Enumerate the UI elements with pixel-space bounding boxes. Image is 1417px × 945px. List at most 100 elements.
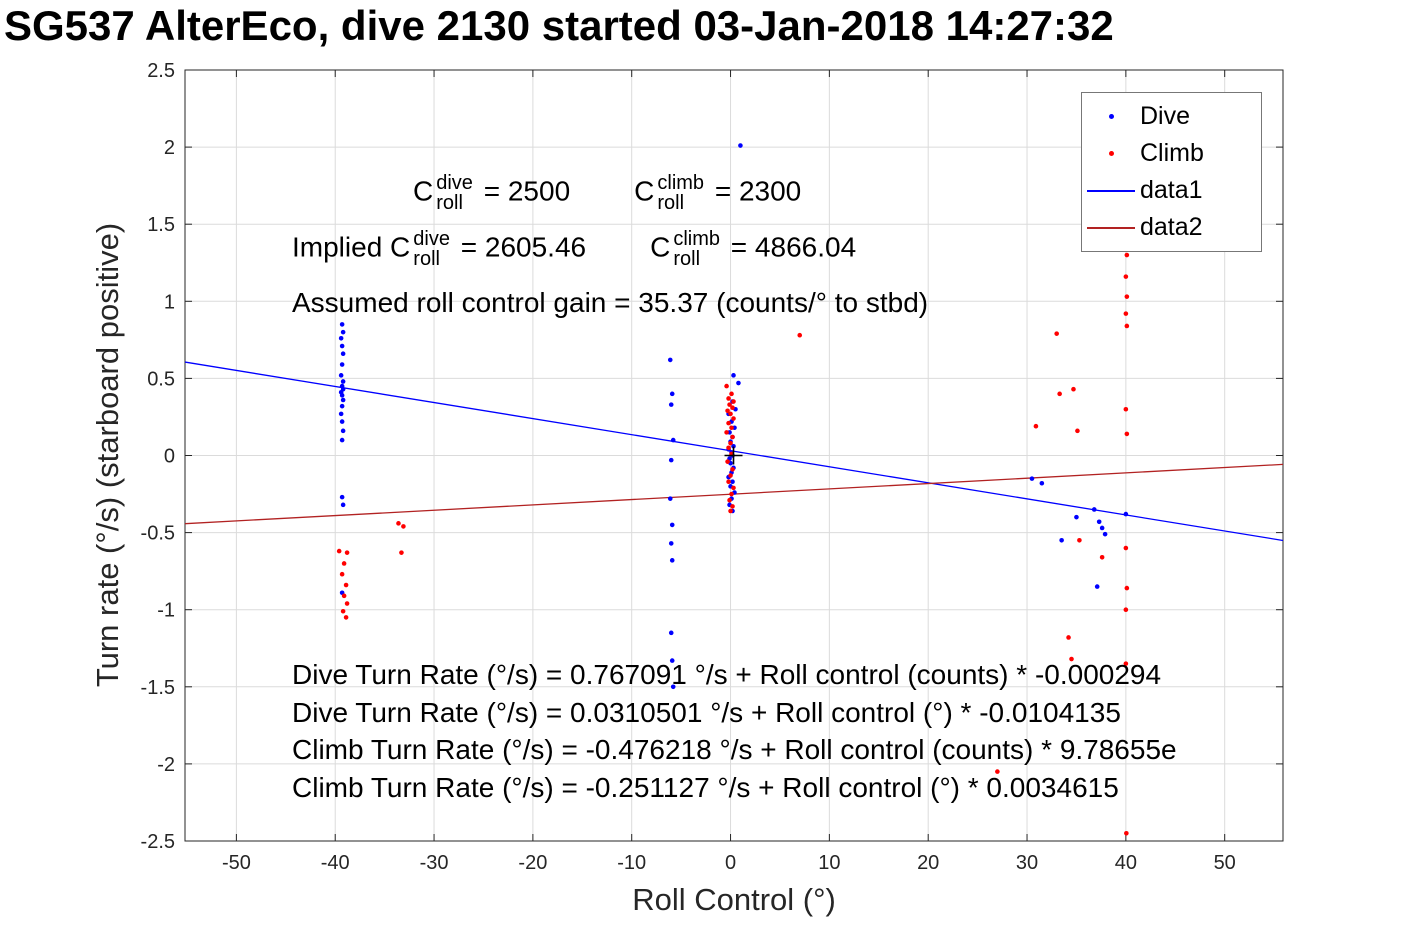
climb-data-point	[726, 445, 731, 451]
climb-data-point	[726, 479, 731, 485]
dive-data-point	[668, 402, 674, 407]
climb-data-point	[339, 571, 345, 577]
climb-data-point	[1123, 311, 1129, 316]
legend: Dive Climb data1 data2	[1081, 92, 1262, 252]
dive-data-point	[1094, 584, 1100, 589]
dive-data-point	[340, 351, 346, 357]
c-base: C	[634, 175, 655, 207]
gain-annotation: Assumed roll control gain = 35.37 (count…	[292, 287, 929, 318]
climb-data-point	[1124, 830, 1129, 836]
dive-data-point	[339, 343, 345, 349]
supsub: climb roll	[657, 173, 704, 213]
climb-data-point	[401, 524, 406, 529]
climb-data-point	[1123, 406, 1129, 412]
dive-data-point	[669, 558, 675, 563]
x-tick-label: -50	[222, 852, 251, 874]
dive-data-point	[339, 322, 345, 327]
y-tick-label: -2.5	[141, 831, 175, 853]
supsub: dive roll	[413, 229, 450, 269]
legend-label-data2: data2	[1140, 213, 1203, 241]
c-base: C	[390, 231, 411, 263]
y-tick-label: -1.5	[141, 677, 175, 699]
dive-data-point	[338, 336, 344, 341]
x-tick-label: 10	[818, 852, 840, 874]
climb-data-point	[1123, 607, 1129, 612]
c-base: C	[650, 231, 671, 263]
legend-label-climb: Climb	[1140, 139, 1204, 167]
dive-marker-swatch	[1082, 114, 1140, 119]
climb-data-point	[1123, 545, 1129, 551]
dive-fit-equation-degrees: Dive Turn Rate (°/s) = 0.0310501 °/s + R…	[292, 697, 1121, 728]
data1-line-icon	[1087, 189, 1135, 192]
dive-data-point	[339, 403, 345, 409]
supsub: dive roll	[436, 173, 473, 213]
climb-data-point	[1069, 656, 1074, 662]
climb-data-point	[731, 399, 736, 404]
dive-fit-equation-counts: Dive Turn Rate (°/s) = 0.767091 °/s + Ro…	[292, 659, 1162, 690]
legend-label-data1: data1	[1140, 176, 1203, 204]
y-axis-label: Turn rate (°/s) (starboard positive)	[90, 222, 125, 688]
dive-data-point	[731, 443, 736, 449]
climb-data-point	[729, 425, 734, 431]
equals-value: = 2500	[475, 175, 571, 207]
implied-prefix: Implied	[292, 231, 391, 263]
dive-data-point	[730, 479, 735, 485]
dive-data-point	[731, 373, 736, 378]
dive-data-point	[668, 541, 674, 546]
x-tick-label: 0	[725, 852, 736, 874]
climb-data-point	[344, 550, 350, 555]
climb-dot-icon	[1108, 151, 1114, 156]
dive-data-point	[338, 373, 344, 378]
climb-data-point	[1057, 391, 1062, 397]
climb-data-point	[1124, 252, 1130, 258]
dive-data-point	[339, 437, 345, 443]
dive-data-point	[669, 658, 675, 663]
climb-data-point	[1123, 661, 1129, 666]
dive-data-point	[736, 380, 741, 386]
dive-data-point	[340, 428, 346, 434]
dive-data-point	[338, 411, 344, 417]
superscript: climb	[657, 172, 705, 194]
dive-data-point	[1123, 511, 1129, 517]
climb-data-point	[726, 420, 731, 426]
climb-data-point	[340, 608, 346, 614]
x-tick-label: 20	[917, 852, 939, 874]
y-tick-label: 0.5	[147, 368, 175, 390]
climb-data-point	[725, 408, 730, 414]
y-tick-label: -0.5	[141, 523, 175, 545]
dive-data-point	[1039, 480, 1045, 486]
legend-item-data2: data2	[1082, 209, 1261, 246]
climb-data-point	[995, 769, 1000, 774]
climb-data-point	[731, 416, 736, 421]
dive-data-point	[1096, 519, 1102, 525]
dive-data-point	[668, 630, 674, 636]
dive-data-point	[1074, 514, 1079, 520]
dive-data-point	[667, 496, 673, 501]
dive-data-point	[339, 362, 345, 367]
climb-data-point	[1124, 585, 1130, 591]
climb-marker-swatch	[1082, 151, 1140, 156]
climb-data-point	[730, 504, 735, 509]
climb-data-point	[341, 561, 347, 566]
dive-data-point	[340, 502, 346, 508]
climb-data-point	[727, 497, 732, 503]
climb-data-point	[1075, 428, 1080, 434]
dive-data-point	[667, 357, 673, 363]
climb-data-point	[728, 473, 733, 478]
climb-data-point	[1099, 554, 1105, 560]
superscript: climb	[673, 228, 721, 250]
data2-line-swatch	[1082, 226, 1140, 229]
climb-data-point	[399, 550, 404, 555]
climb-data-point	[1124, 323, 1130, 329]
subscript: roll	[413, 248, 440, 270]
dive-data-point	[669, 391, 675, 397]
legend-item-dive: Dive	[1082, 98, 1261, 135]
y-tick-label: -2	[157, 754, 175, 776]
climb-data-point	[730, 405, 735, 410]
subscript: roll	[436, 192, 463, 214]
x-tick-label: -40	[321, 852, 350, 874]
climb-data-point	[797, 332, 803, 338]
